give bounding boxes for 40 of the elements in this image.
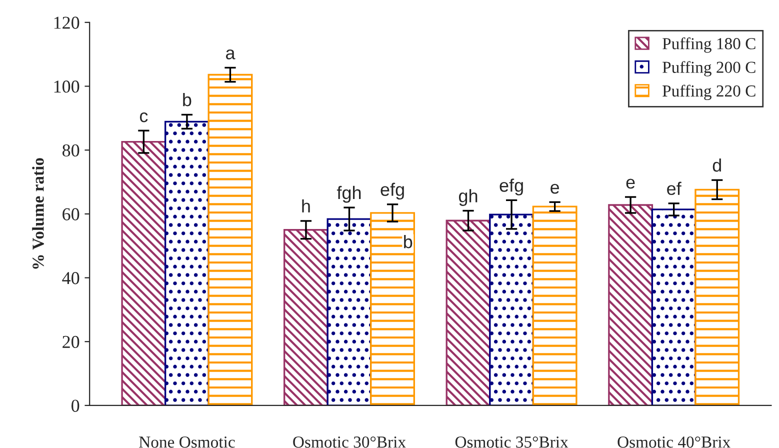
bar (489, 214, 534, 406)
data-label: h (302, 199, 310, 212)
data-label: gh (458, 189, 478, 206)
bar (370, 212, 416, 406)
y-tick-label: 20 (62, 336, 80, 348)
bar (532, 206, 578, 406)
y-axis-title: % Volume ratio (32, 158, 44, 269)
bar (208, 74, 253, 406)
annotation: b (404, 234, 412, 248)
data-label: efg (380, 182, 404, 200)
y-tick-label: 60 (62, 208, 80, 220)
data-label: ef (667, 182, 682, 196)
legend-label: Puffing 180 C (662, 37, 756, 53)
bar (284, 229, 328, 406)
data-label: d (712, 158, 721, 172)
data-label: a (226, 49, 236, 60)
x-tick-label: Osmotic 30°Brix (293, 436, 406, 448)
bar (446, 220, 491, 406)
y-tick-label: 80 (62, 144, 80, 157)
data-label: fgh (336, 186, 361, 203)
x-tick-label: Osmotic 35°Brix (455, 436, 568, 448)
data-label: e (626, 178, 635, 189)
bar (651, 208, 696, 406)
y-tick-label: 40 (62, 272, 80, 284)
legend-label: Puffing 200 C (662, 61, 756, 76)
bar (164, 120, 210, 406)
x-tick-label: Osmotic 40°Brix (618, 436, 730, 448)
data-label: c (140, 112, 148, 122)
y-tick-label: 120 (54, 16, 80, 29)
x-tick-label: None Osmotic (139, 436, 235, 448)
bar (608, 204, 654, 406)
data-label: e (550, 184, 560, 194)
bar (121, 140, 166, 406)
bar (326, 218, 372, 406)
data-label: efg (500, 178, 523, 196)
legend-label: Puffing 220 C (662, 84, 756, 100)
y-tick-label: 0 (72, 400, 80, 412)
bar (694, 188, 740, 406)
y-tick-label: 100 (54, 80, 80, 93)
data-label: b (183, 93, 192, 106)
